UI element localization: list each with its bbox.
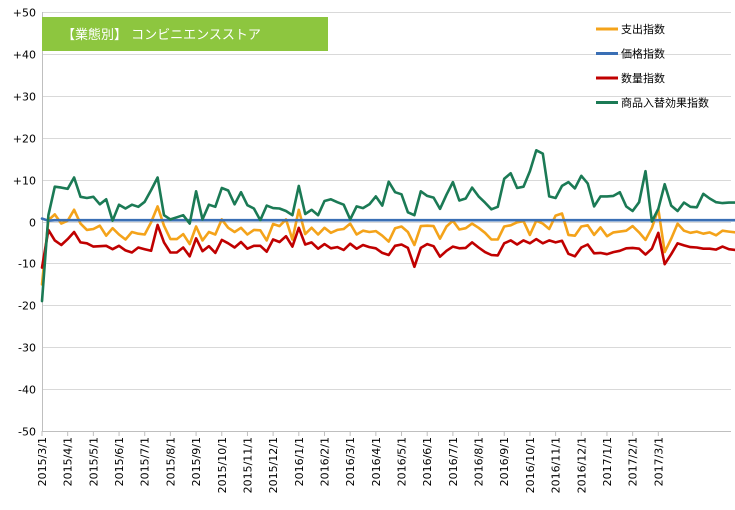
y-tick-label: -40 [18, 384, 36, 397]
series-line [40, 223, 735, 269]
x-tick-label: 2016/12/1 [575, 437, 588, 493]
x-tick-label: 2015/7/1 [139, 437, 152, 486]
chart-title-group: 【業態別】 コンビニエンスストア [42, 17, 328, 51]
x-tick-label: 2015/9/1 [190, 437, 203, 486]
x-tick-label: 2015/8/1 [164, 437, 177, 486]
y-tick-label: -30 [18, 342, 36, 355]
x-tick-label: 2015/12/1 [267, 437, 280, 493]
x-tick-label: 2015/5/1 [87, 437, 100, 486]
legend-label: 商品入替効果指数 [621, 96, 709, 110]
x-tick-label: 2015/6/1 [113, 437, 126, 486]
y-tick-label: +20 [13, 133, 36, 146]
x-tick-label: 2015/4/1 [62, 437, 75, 486]
x-tick-label: 2016/3/1 [344, 437, 357, 486]
x-tick-label: 2016/1/1 [293, 437, 306, 486]
legend-label: 支出指数 [621, 22, 665, 36]
x-tick-label: 2017/2/1 [627, 437, 640, 486]
x-tick-label: 2016/9/1 [498, 437, 511, 486]
x-tick-label: 2015/10/1 [216, 437, 229, 493]
chart-title-box [42, 17, 328, 51]
x-tick-label: 2016/10/1 [524, 437, 537, 493]
x-tick-label: 2016/8/1 [473, 437, 486, 486]
series-lines [40, 149, 735, 303]
y-tick-label: +30 [13, 91, 36, 104]
y-tick-label: +40 [13, 49, 36, 62]
y-tick-label: +10 [13, 175, 36, 188]
x-tick-label: 2016/2/1 [318, 437, 331, 486]
x-tick-label: 2017/3/1 [652, 437, 665, 486]
x-tick-label: 2017/1/1 [601, 437, 614, 486]
x-tick-label: 2015/3/1 [36, 437, 49, 486]
y-tick-label: +50 [13, 7, 36, 20]
y-tick-label: 0 [29, 217, 36, 230]
legend-label: 価格指数 [621, 47, 665, 61]
y-tick-label: -10 [18, 258, 36, 271]
x-tick-label: 2016/7/1 [447, 437, 460, 486]
x-tick-label: 2016/6/1 [421, 437, 434, 486]
chart-title: 【業態別】 コンビニエンスストア [62, 27, 261, 43]
y-tick-label: -20 [18, 300, 36, 313]
x-tick-label: 2016/5/1 [396, 437, 409, 486]
x-tick-label: 2015/11/1 [241, 437, 254, 493]
series-line [40, 217, 735, 222]
y-tick-label: -50 [18, 426, 36, 439]
series-line [40, 205, 735, 286]
legend-label: 数量指数 [621, 71, 665, 85]
x-tick-label: 2016/4/1 [370, 437, 383, 486]
x-tick-label: 2016/11/1 [550, 437, 563, 493]
series-line [40, 149, 735, 303]
